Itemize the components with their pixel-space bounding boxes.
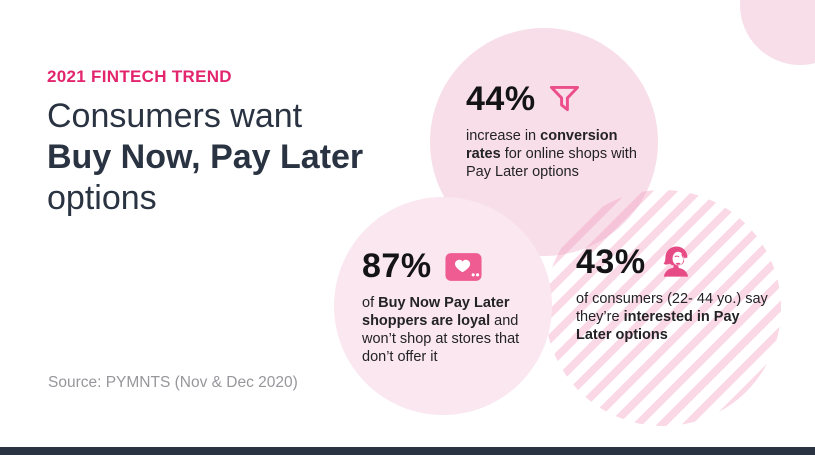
eyebrow-label: 2021 FINTECH TREND (47, 67, 232, 86)
woman-icon (663, 246, 688, 277)
stat-interest-value: 43% (576, 243, 646, 281)
source-note: Source: PYMNTS (Nov & Dec 2020) (48, 374, 298, 391)
stat-conversion: 44% increase in conversion rates for onl… (466, 80, 652, 182)
stat-interest-head: 43% (576, 243, 774, 282)
header: 2021 FINTECH TREND Consumers want Buy No… (47, 67, 363, 219)
stat-loyalty: 87% of Buy Now Pay Later shoppers are lo… (362, 247, 538, 367)
title-line-2: Buy Now, Pay Later (47, 138, 364, 176)
heart-message-icon (445, 252, 482, 281)
interest-striped-circle-background (545, 190, 781, 426)
stat-interest-description: of consumers (22- 44 yo.) say they’re in… (576, 291, 768, 343)
title-line-1: Consumers want (47, 97, 303, 135)
corner-decoration-blob (740, 0, 815, 65)
stat-loyalty-head: 87% (362, 247, 538, 286)
funnel-icon (549, 85, 579, 112)
stat-conversion-description: increase in conversion rates for online … (466, 128, 637, 180)
title-line-3: options (47, 179, 157, 217)
stat-loyalty-value: 87% (362, 247, 432, 285)
loyalty-circle-background (334, 197, 552, 415)
stat-loyalty-description: of Buy Now Pay Later shoppers are loyal … (362, 295, 520, 365)
page-title: Consumers want Buy Now, Pay Later option… (47, 96, 363, 219)
stat-conversion-value: 44% (466, 80, 536, 118)
footer-accent-bar (0, 447, 815, 455)
stat-conversion-head: 44% (466, 80, 652, 119)
stat-interest: 43% of consumers (22- 44 yo.) say they’r… (576, 243, 774, 345)
